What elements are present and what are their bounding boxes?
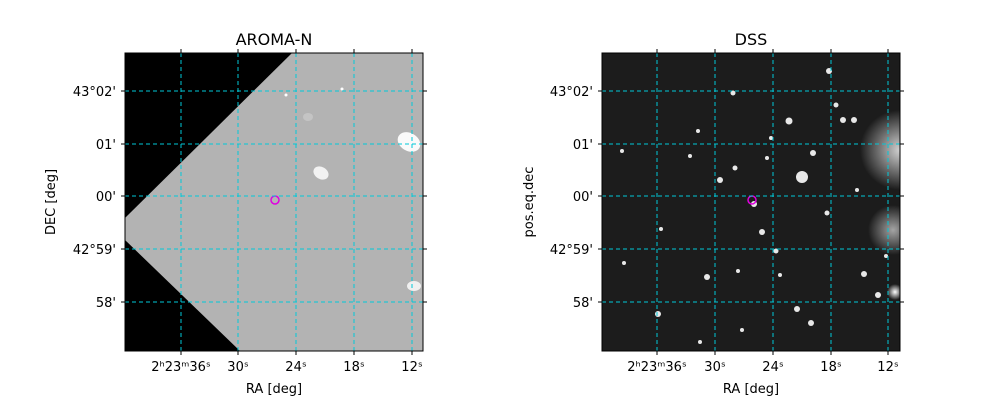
- panel-title: AROMA-N: [236, 30, 313, 49]
- y-tick-label: 42°59': [73, 243, 116, 258]
- x-axis-label: RA [deg]: [246, 382, 302, 397]
- y-axis-label: DEC [deg]: [44, 169, 59, 235]
- y-tick-label: 42°59': [550, 243, 593, 258]
- dss-image: [602, 53, 900, 351]
- y-tick-label: 43°02': [550, 85, 593, 100]
- y-tick-label: 43°02': [73, 85, 116, 100]
- x-tick-label: 24ˢ: [762, 360, 784, 375]
- x-tick-label: 30ˢ: [704, 360, 726, 375]
- x-tick-label: 12ˢ: [401, 360, 423, 375]
- x-tick-label: 24ˢ: [285, 360, 307, 375]
- x-tick-label: 30ˢ: [227, 360, 249, 375]
- axes-frame: [124, 52, 424, 352]
- x-tick-label: 2ʰ23ᵐ36ˢ: [151, 360, 211, 375]
- axes-frame: [601, 52, 901, 352]
- y-tick-label: 00': [573, 190, 593, 205]
- x-tick-label: 18ˢ: [820, 360, 842, 375]
- y-tick-label: 01': [573, 138, 593, 153]
- x-tick-label: 12ˢ: [877, 360, 899, 375]
- y-tick-label: 00': [96, 190, 116, 205]
- x-axis-label: RA [deg]: [723, 382, 779, 397]
- y-axis-label: pos.eq.dec: [522, 167, 537, 238]
- y-tick-label: 58': [96, 296, 116, 311]
- y-tick-label: 01': [96, 138, 116, 153]
- x-tick-label: 2ʰ23ᵐ36ˢ: [627, 360, 687, 375]
- y-tick-label: 58': [573, 296, 593, 311]
- aroma-image: [125, 53, 423, 351]
- panel-title: DSS: [735, 30, 768, 49]
- x-tick-label: 18ˢ: [343, 360, 365, 375]
